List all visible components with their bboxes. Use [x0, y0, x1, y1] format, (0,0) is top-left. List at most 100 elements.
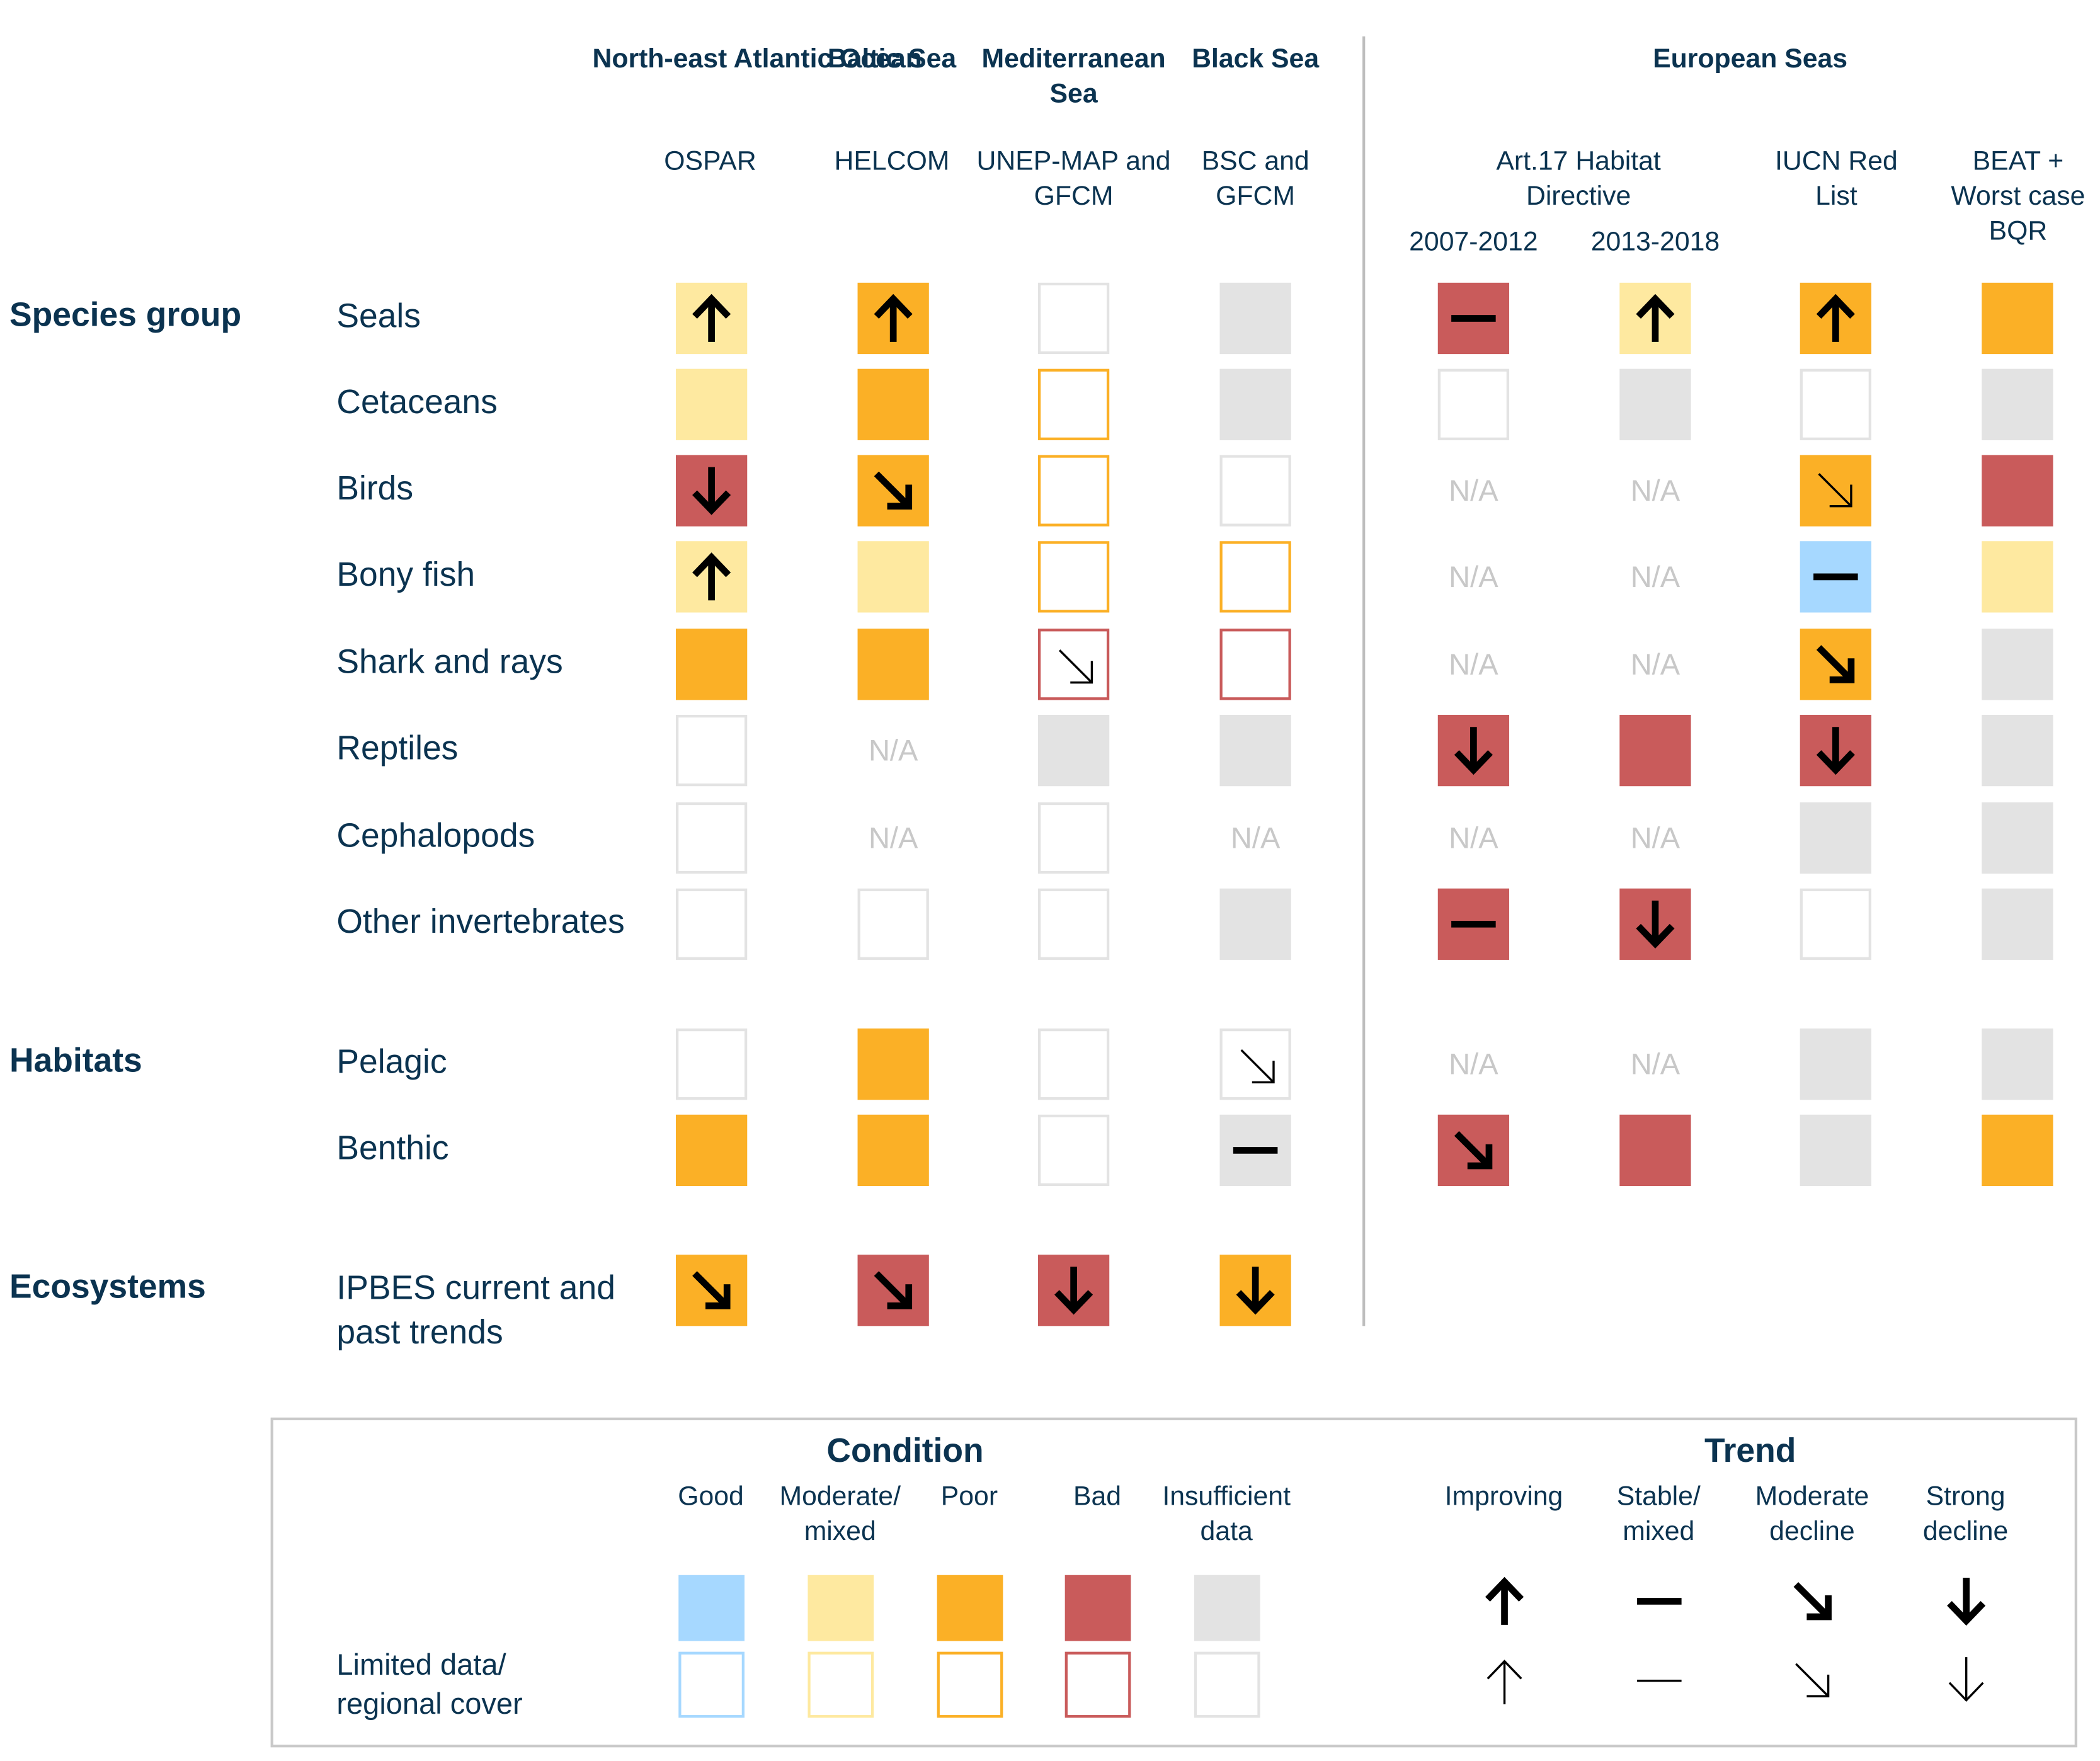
row-label: Bony fish: [336, 556, 476, 594]
beat-header: BEAT + Worst case BQR: [1951, 146, 2086, 247]
status-cell-insufficient-limited: [857, 888, 929, 960]
trend-up-icon: [1816, 294, 1855, 342]
legend-swatch-good-limited: [678, 1651, 745, 1718]
status-cell-insufficient: [1219, 368, 1291, 440]
status-cell-bad: [1037, 1255, 1110, 1326]
status-cell-insufficient-limited: [1219, 1028, 1291, 1100]
org-ospar: OSPAR: [664, 146, 756, 176]
org-unep-map: UNEP-MAP and GFCM: [976, 146, 1171, 212]
status-cell-insufficient: [1982, 888, 2053, 960]
not-applicable-cell: N/A: [1630, 821, 1681, 855]
period-2013-2018: 2013-2018: [1590, 227, 1720, 258]
legend-swatch-poor-limited: [937, 1651, 1003, 1718]
status-cell-insufficient: [1800, 1114, 1871, 1187]
status-cell-insufficient-limited: [1219, 455, 1291, 527]
trend-down-icon: [1947, 1578, 1986, 1626]
status-cell-poor: [1219, 1255, 1291, 1326]
trend-down-icon: [1454, 727, 1493, 775]
row-label: Pelagic: [336, 1043, 447, 1081]
region-header-ne-atlantic: North-east Atlantic Ocean: [592, 44, 922, 74]
status-cell-insufficient: [1619, 368, 1691, 440]
row-label: Seals: [336, 297, 421, 336]
art17-header: Art.17 Habitat Directive: [1496, 146, 1661, 212]
trend-down-icon: [1948, 1657, 1984, 1702]
status-cell-insufficient: [1800, 802, 1871, 874]
status-cell-poor: [857, 282, 929, 355]
not-applicable-cell: N/A: [1449, 474, 1498, 508]
status-cell-insufficient-limited: [675, 1028, 748, 1100]
status-cell-insufficient-limited: [1037, 282, 1110, 355]
status-cell-bad: [1437, 714, 1510, 787]
trend-stable-icon: [1451, 315, 1496, 322]
not-applicable-cell: N/A: [868, 821, 918, 855]
trend-up-icon: [874, 294, 913, 342]
status-cell-insufficient-limited: [1800, 888, 1871, 960]
legend-trend-label: Strong decline: [1922, 1482, 2009, 1547]
trend-down-icon: [692, 467, 731, 515]
status-cell-poor: [675, 629, 748, 700]
status-cell-poor: [857, 1114, 929, 1187]
status-cell-insufficient: [1037, 714, 1110, 787]
status-cell-poor: [1982, 1114, 2053, 1187]
legend-swatch-poor: [937, 1575, 1003, 1641]
status-cell-bad: [1619, 1114, 1691, 1187]
legend-swatch-bad: [1064, 1575, 1131, 1641]
trend-down-icon: [1236, 1267, 1275, 1315]
status-cell-insufficient-limited: [1437, 368, 1510, 440]
trend-stable-icon: [1813, 573, 1858, 581]
status-cell-bad: [1437, 888, 1510, 960]
legend-condition-label: Poor: [940, 1482, 998, 1512]
status-cell-bad: [1800, 714, 1871, 787]
status-cell-bad-limited: [1219, 629, 1291, 700]
status-cell-moderate: [857, 541, 929, 613]
trend-up-icon: [692, 552, 731, 601]
status-cell-insufficient: [1219, 714, 1291, 787]
status-cell-insufficient: [1219, 1114, 1291, 1187]
status-cell-poor: [1800, 282, 1871, 355]
status-cell-insufficient: [1982, 714, 2053, 787]
status-cell-insufficient-limited: [1037, 1114, 1110, 1187]
status-cell-insufficient: [1982, 1028, 2053, 1100]
org-helcom: HELCOM: [834, 146, 950, 176]
status-cell-bad-limited: [1037, 629, 1110, 700]
status-cell-moderate: [675, 541, 748, 613]
status-cell-insufficient: [1982, 802, 2053, 874]
legend-trend-label: Moderate decline: [1755, 1482, 1869, 1547]
period-2007-2012: 2007-2012: [1409, 227, 1538, 258]
row-label: Birds: [336, 469, 414, 508]
status-cell-moderate: [675, 368, 748, 440]
status-cell-bad: [675, 455, 748, 527]
trend-stable-icon: [1233, 1147, 1278, 1154]
status-cell-insufficient: [1219, 282, 1291, 355]
status-cell-moderate: [675, 282, 748, 355]
legend-trend-up-bold: [1469, 1566, 1540, 1637]
legend-trend-title: Trend: [1704, 1432, 1796, 1471]
status-cell-insufficient-limited: [1037, 802, 1110, 874]
row-label: Benthic: [336, 1129, 449, 1168]
legend-condition-label: Bad: [1073, 1482, 1122, 1512]
region-header-black-sea: Black Sea: [1192, 44, 1320, 74]
group-label: Ecosystems: [9, 1268, 206, 1306]
status-cell-insufficient-limited: [675, 714, 748, 787]
european-seas-header: European Seas: [1653, 44, 1848, 74]
status-cell-good: [1800, 541, 1871, 613]
legend-trend-moddown-thin: [1777, 1645, 1848, 1716]
status-cell-poor: [1800, 629, 1871, 700]
group-label: Habitats: [9, 1042, 142, 1080]
not-applicable-cell: N/A: [1630, 474, 1681, 508]
status-cell-bad: [1982, 455, 2053, 527]
trend-stable-icon: [1637, 1679, 1682, 1682]
trend-moddown-icon: [1793, 1581, 1832, 1621]
legend-trend-label: Improving: [1444, 1482, 1563, 1512]
legend-trend-stable-thin: [1624, 1645, 1695, 1716]
trend-up-icon: [1487, 1660, 1522, 1704]
org-bsc: BSC and GFCM: [1201, 146, 1310, 212]
trend-up-icon: [1636, 294, 1675, 342]
legend-box: [270, 1417, 2078, 1748]
trend-down-icon: [1054, 1267, 1093, 1315]
trend-moddown-icon: [1816, 645, 1855, 683]
not-applicable-cell: N/A: [1449, 647, 1498, 681]
trend-down-icon: [1816, 727, 1855, 775]
not-applicable-cell: N/A: [1449, 821, 1498, 855]
legend-trend-stable-bold: [1624, 1566, 1695, 1637]
